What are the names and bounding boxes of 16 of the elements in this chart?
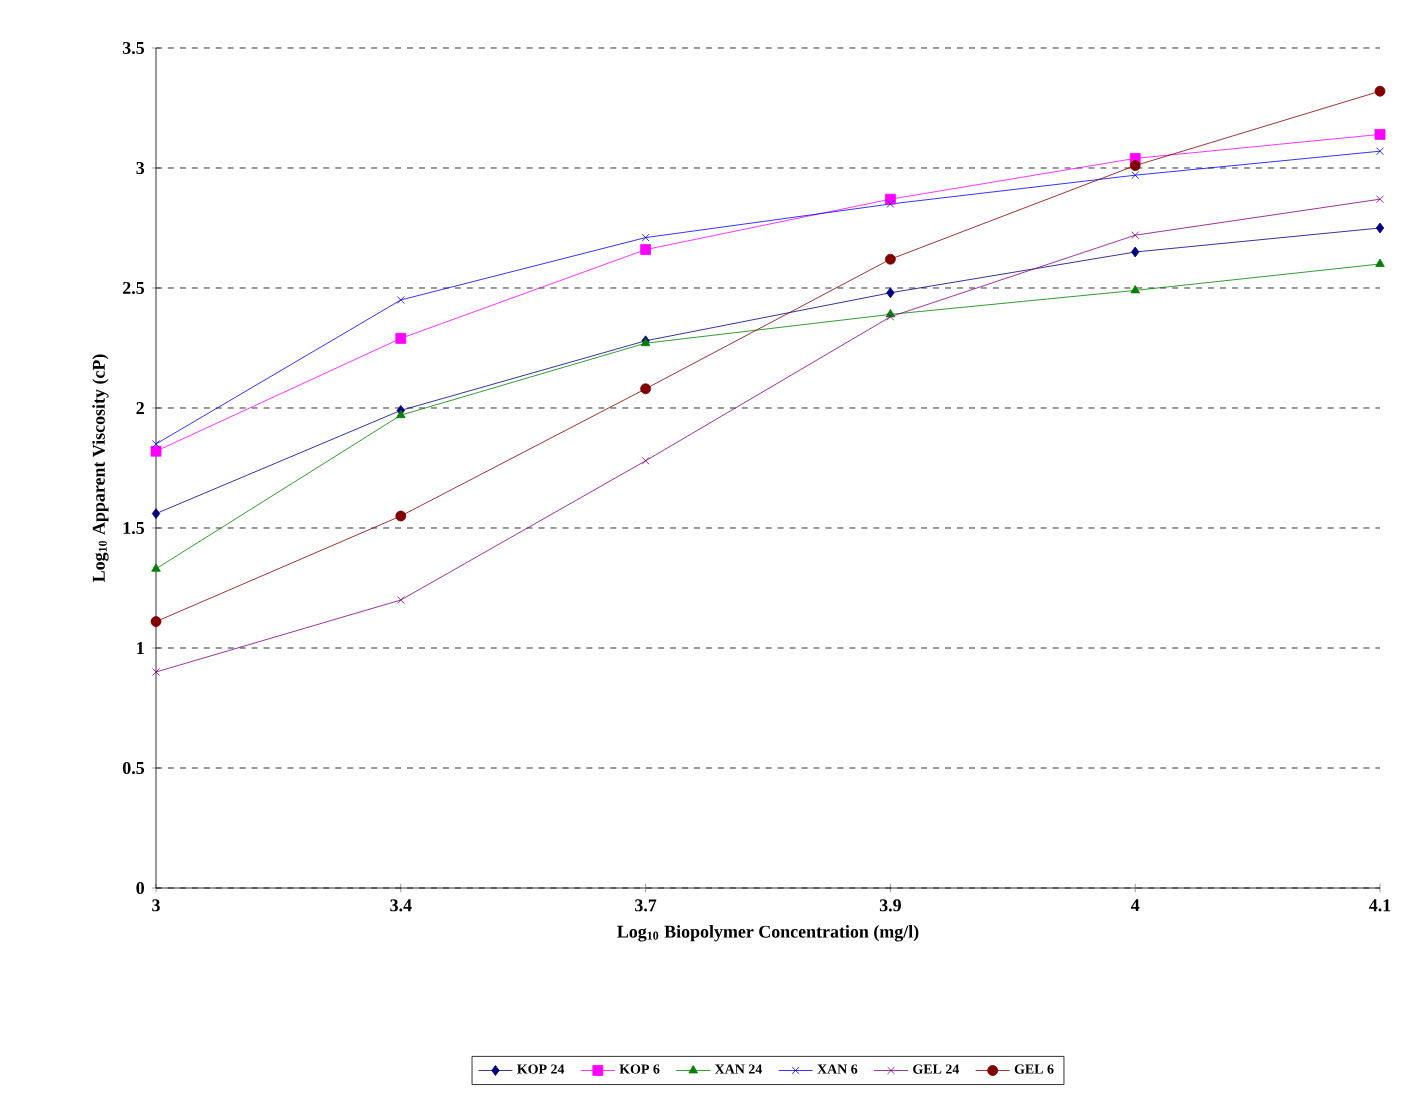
x-tick-label: 3.4 [390, 899, 412, 912]
x-axis-title: Log$_{10}$ Biopolymer Concentration (mg/l) [617, 925, 919, 942]
y-tick-label: 3 [136, 161, 145, 175]
y-tick-label: 2 [136, 402, 144, 414]
x-tick-label: 3.9 [879, 899, 901, 912]
x-tick-label: 3 [152, 899, 160, 912]
y-tick-label: 1 [137, 642, 144, 654]
y-axis-title: Log$_{10}$ Apparent Viscosity (cP) [92, 354, 109, 582]
x-tick-label: 3.7 [635, 899, 657, 912]
x-tick-label: 4.1 [1369, 899, 1391, 912]
y-tick-label: 0 [136, 881, 145, 895]
y-tick-label: 2.5 [123, 281, 145, 295]
y-tick-label: 1.5 [123, 521, 145, 535]
x-tick-label: 4 [1130, 899, 1140, 912]
y-tick-label: 0.5 [122, 761, 145, 775]
y-tick-label: 3.5 [122, 41, 145, 55]
